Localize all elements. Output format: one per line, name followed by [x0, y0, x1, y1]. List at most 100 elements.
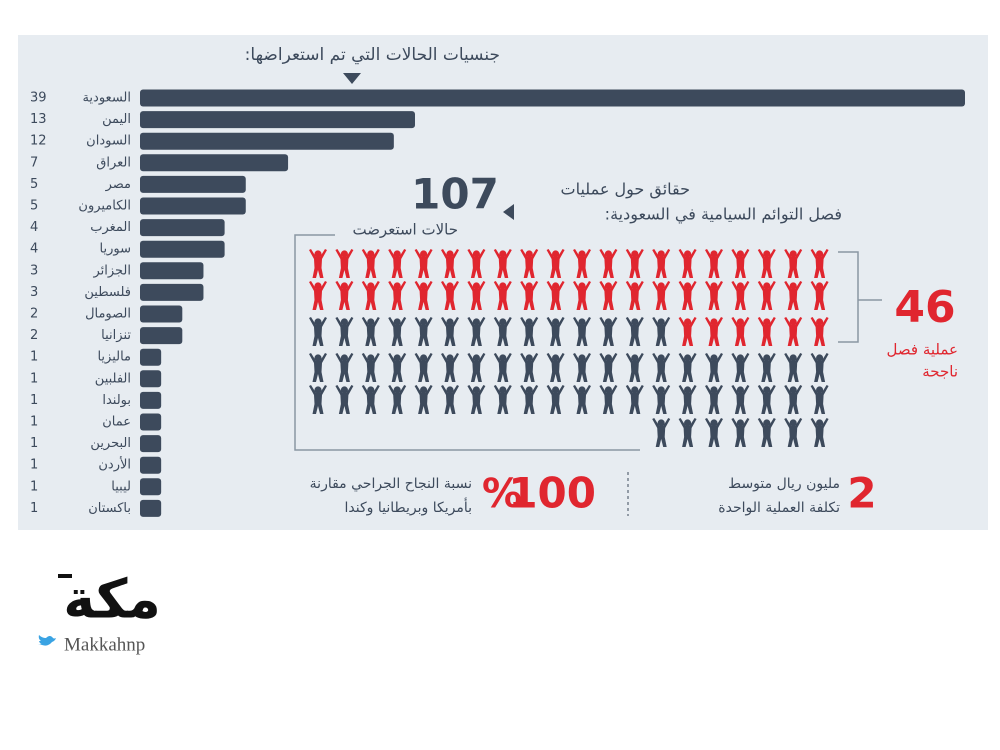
person-body — [573, 249, 591, 278]
person-body — [784, 353, 803, 382]
person-body — [757, 418, 776, 447]
person-body — [441, 353, 459, 382]
cost-text: مليون ريال متوسط — [728, 476, 840, 492]
person-body — [652, 249, 671, 278]
person-body — [784, 281, 803, 310]
success-label: ناجحة — [922, 363, 958, 381]
person-head — [367, 354, 375, 362]
person-icon — [388, 385, 407, 414]
person-body — [388, 249, 407, 278]
person-body — [599, 249, 618, 278]
person-icon — [810, 418, 829, 447]
person-icon — [705, 353, 723, 382]
category-label: ماليزيا — [97, 350, 131, 365]
person-icon — [705, 385, 723, 414]
person-head — [578, 354, 586, 362]
person-head — [604, 386, 612, 394]
person-icon — [309, 385, 327, 414]
person-head — [367, 386, 375, 394]
category-label: السودان — [86, 134, 131, 149]
person-icon — [731, 418, 750, 447]
person-head — [763, 250, 771, 258]
cases-number: 107 — [411, 170, 499, 219]
person-body — [493, 281, 512, 310]
person-icon — [810, 317, 829, 346]
person-head — [314, 354, 322, 362]
person-head — [420, 250, 428, 258]
person-icon — [546, 249, 565, 278]
person-body — [678, 249, 697, 278]
person-body — [678, 281, 697, 310]
person-body — [810, 249, 829, 278]
person-head — [420, 282, 428, 290]
person-icon — [731, 281, 750, 310]
person-body — [493, 317, 512, 346]
person-icon — [731, 353, 750, 382]
person-head — [763, 282, 771, 290]
value-label: 3 — [30, 263, 38, 278]
bar — [140, 370, 162, 388]
person-icon — [678, 353, 697, 382]
person-icon — [573, 281, 591, 310]
person-body — [414, 353, 433, 382]
person-head — [552, 282, 560, 290]
person-head — [552, 318, 560, 326]
person-icon — [731, 385, 750, 414]
person-body — [705, 249, 723, 278]
person-body — [757, 385, 776, 414]
person-head — [710, 419, 718, 427]
person-head — [763, 386, 771, 394]
person-icon — [441, 317, 459, 346]
person-icon — [388, 249, 407, 278]
person-body — [414, 281, 433, 310]
person-icon — [784, 385, 803, 414]
person-body — [625, 385, 644, 414]
person-body — [361, 317, 380, 346]
bar — [140, 175, 246, 193]
person-head — [420, 386, 428, 394]
person-head — [816, 318, 824, 326]
person-body — [414, 385, 433, 414]
person-body — [467, 385, 486, 414]
person-head — [499, 282, 507, 290]
person-icon — [467, 281, 486, 310]
person-head — [684, 354, 692, 362]
person-body — [309, 317, 327, 346]
rate-text: نسبة النجاح الجراحي مقارنة — [310, 476, 472, 492]
person-icon — [520, 385, 539, 414]
person-icon — [573, 249, 591, 278]
facts-heading: حقائق حول عمليات — [561, 180, 690, 200]
chart-title: جنسيات الحالات التي تم استعراضها: — [245, 45, 500, 65]
person-head — [789, 386, 797, 394]
value-label: 39 — [30, 91, 47, 106]
person-head — [446, 386, 454, 394]
value-label: 1 — [30, 371, 38, 386]
person-icon — [493, 385, 512, 414]
person-head — [789, 250, 797, 258]
person-head — [340, 354, 348, 362]
person-body — [388, 281, 407, 310]
person-body — [493, 385, 512, 414]
person-body — [520, 353, 539, 382]
person-icon — [493, 317, 512, 346]
person-head — [446, 354, 454, 362]
person-icon — [546, 353, 565, 382]
person-head — [816, 250, 824, 258]
person-head — [657, 250, 665, 258]
person-head — [367, 250, 375, 258]
person-icon — [757, 353, 776, 382]
person-head — [763, 354, 771, 362]
rate-text: بأمريكا وبريطانيا وكندا — [345, 497, 472, 516]
person-head — [525, 250, 533, 258]
person-body — [441, 385, 459, 414]
person-icon — [467, 249, 486, 278]
person-body — [335, 353, 354, 382]
person-icon — [414, 353, 433, 382]
bracket — [838, 251, 859, 343]
person-icon — [678, 317, 697, 346]
person-icon — [705, 281, 723, 310]
person-body — [520, 249, 539, 278]
person-head — [816, 282, 824, 290]
value-label: 1 — [30, 350, 38, 365]
person-head — [446, 318, 454, 326]
